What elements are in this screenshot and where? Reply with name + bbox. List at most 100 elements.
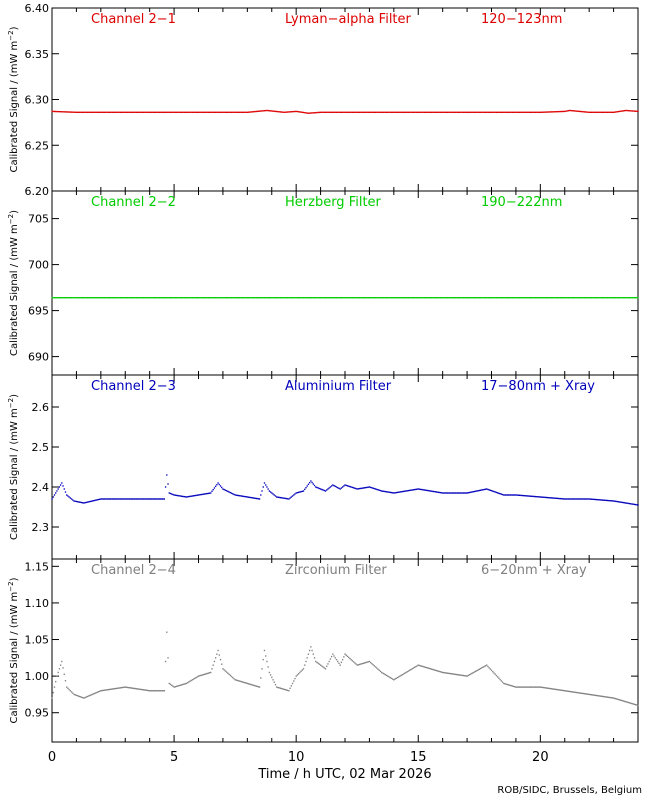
- data-point: [373, 111, 375, 114]
- data-point: [509, 297, 511, 299]
- data-point: [84, 696, 86, 699]
- data-point: [166, 631, 168, 633]
- data-point: [346, 297, 349, 299]
- data-point: [431, 297, 433, 299]
- filter-label: Zirconium Filter: [285, 563, 387, 578]
- data-point: [556, 688, 559, 691]
- data-point: [274, 495, 277, 497]
- data-point: [399, 491, 401, 493]
- data-point: [373, 665, 375, 667]
- data-point: [229, 491, 231, 494]
- data-point: [462, 297, 465, 299]
- data-point: [63, 111, 65, 113]
- data-point: [527, 495, 529, 497]
- data-point: [337, 486, 339, 489]
- data-point: [295, 675, 297, 677]
- data-point: [609, 297, 611, 299]
- data-point: [484, 111, 487, 114]
- data-point: [381, 111, 383, 114]
- data-point: [449, 492, 451, 494]
- data-point: [602, 695, 604, 698]
- data-point: [611, 111, 614, 114]
- data-point: [157, 690, 159, 692]
- data-point: [634, 503, 637, 506]
- data-point: [561, 689, 564, 692]
- data-point: [409, 669, 411, 671]
- data-point: [395, 111, 397, 114]
- data-point: [467, 111, 469, 114]
- data-point: [140, 688, 142, 691]
- data-point: [413, 111, 416, 114]
- data-point: [301, 111, 303, 114]
- data-point: [428, 297, 430, 299]
- data-point: [272, 297, 274, 299]
- data-point: [622, 501, 625, 504]
- data-point: [138, 297, 140, 299]
- data-point: [523, 686, 526, 688]
- data-point: [470, 491, 472, 493]
- data-point: [603, 695, 605, 698]
- data-point: [352, 297, 355, 299]
- data-point: [211, 111, 213, 114]
- data-point: [598, 111, 600, 114]
- data-point: [289, 687, 291, 690]
- data-point: [631, 702, 633, 705]
- data-point: [526, 495, 528, 497]
- data-point: [305, 297, 307, 299]
- data-point: [324, 490, 327, 492]
- data-point: [235, 297, 238, 299]
- data-point: [356, 664, 358, 666]
- data-point: [471, 491, 473, 493]
- data-point: [182, 495, 184, 498]
- data-point: [55, 297, 57, 299]
- data-point: [341, 486, 344, 488]
- data-point: [569, 297, 571, 299]
- data-point: [80, 696, 82, 698]
- data-point: [294, 677, 296, 680]
- data-point: [230, 111, 233, 114]
- data-point: [79, 696, 81, 698]
- data-point: [359, 111, 361, 114]
- data-point: [117, 687, 119, 689]
- data-point: [216, 297, 218, 299]
- data-point: [67, 111, 69, 113]
- data-point: [566, 297, 568, 299]
- data-point: [258, 297, 261, 299]
- data-point: [523, 111, 526, 114]
- data-point: [448, 111, 450, 114]
- data-point: [75, 694, 78, 697]
- data-point: [516, 686, 518, 688]
- data-point: [66, 111, 68, 113]
- data-point: [206, 297, 208, 299]
- data-point: [346, 111, 349, 114]
- data-point: [255, 297, 257, 299]
- data-point: [354, 111, 356, 114]
- data-point: [191, 495, 194, 497]
- data-point: [567, 690, 570, 693]
- data-point: [381, 490, 383, 492]
- data-point: [266, 660, 268, 663]
- data-point: [70, 498, 73, 500]
- data-point: [616, 111, 618, 113]
- data-point: [205, 493, 207, 495]
- data-point: [210, 297, 212, 299]
- data-point: [556, 110, 559, 113]
- data-point: [241, 495, 244, 497]
- data-point: [478, 489, 480, 492]
- data-point: [398, 111, 400, 114]
- data-point: [290, 496, 292, 498]
- data-point: [623, 109, 626, 112]
- data-point: [454, 297, 456, 299]
- data-point: [67, 297, 69, 299]
- data-point: [311, 112, 313, 114]
- data-point: [146, 297, 148, 299]
- data-point: [189, 495, 191, 498]
- data-point: [365, 111, 367, 114]
- data-point: [328, 487, 330, 489]
- data-point: [631, 503, 633, 505]
- data-point: [450, 111, 452, 114]
- data-point: [79, 501, 81, 503]
- data-point: [142, 689, 145, 691]
- data-point: [374, 488, 377, 490]
- data-point: [582, 111, 584, 113]
